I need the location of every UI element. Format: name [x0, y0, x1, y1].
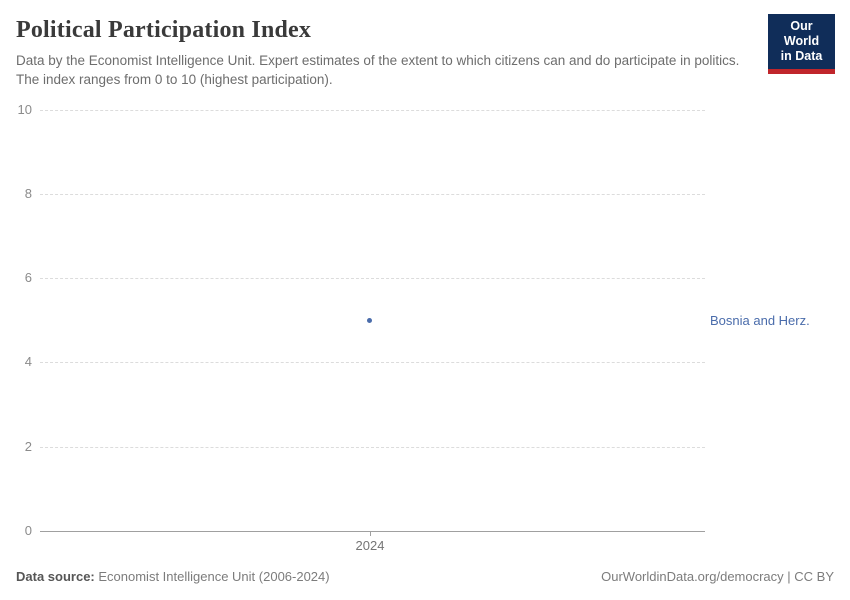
x-axis-tick	[370, 532, 371, 536]
data-source: Data source: Economist Intelligence Unit…	[16, 569, 330, 584]
gridline	[40, 278, 705, 279]
y-tick-label: 10	[17, 102, 32, 117]
x-axis-line	[40, 531, 705, 532]
y-tick-label: 4	[24, 354, 32, 369]
owid-logo-line-1: Our World	[783, 19, 820, 48]
gridline	[40, 110, 705, 111]
chart-subtitle: Data by the Economist Intelligence Unit.…	[16, 53, 740, 87]
entity-label: Bosnia and Herz.	[710, 313, 810, 328]
y-tick-label: 8	[24, 186, 32, 201]
gridline-row-2: 2	[0, 438, 705, 456]
page-title: Political Participation Index	[16, 17, 312, 43]
owid-logo-line-2: in Data	[780, 49, 823, 63]
y-tick-label: 6	[24, 270, 32, 285]
gridline	[40, 194, 705, 195]
data-source-value: Economist Intelligence Unit (2006-2024)	[94, 569, 330, 584]
y-tick-label: 2	[24, 439, 32, 454]
x-tick-label: 2024	[355, 538, 385, 553]
gridline-row-8: 8	[0, 185, 705, 203]
data-point	[367, 318, 372, 323]
x-axis-row: 0	[0, 522, 705, 540]
gridline-row-6: 6	[0, 269, 705, 287]
credit-link[interactable]: OurWorldinData.org/democracy | CC BY	[601, 569, 834, 584]
data-source-label: Data source:	[16, 569, 95, 584]
owid-logo[interactable]: Our World in Data	[768, 14, 835, 74]
y-tick-label: 0	[24, 523, 32, 538]
gridline	[40, 362, 705, 363]
gridline	[40, 447, 705, 448]
gridline-row-4: 4	[0, 353, 705, 371]
gridline-row-10: 10	[0, 101, 705, 119]
